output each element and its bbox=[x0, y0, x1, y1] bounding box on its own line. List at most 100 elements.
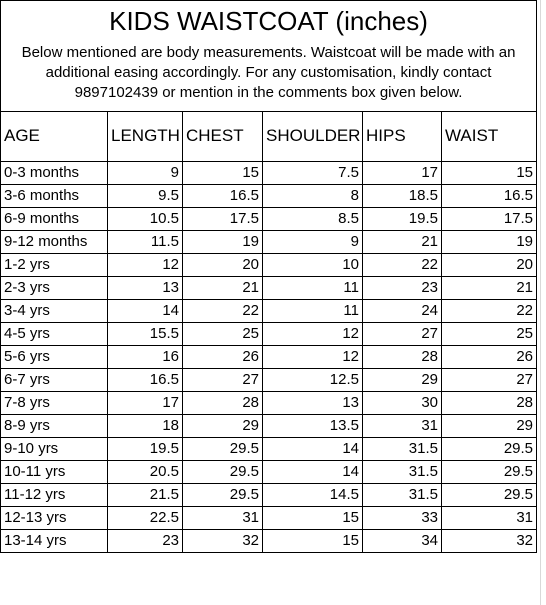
cell-hips: 27 bbox=[362, 321, 442, 346]
cell-shoulder: 11 bbox=[262, 298, 363, 323]
cell-chest: 28 bbox=[182, 390, 263, 415]
cell-waist: 31 bbox=[440, 505, 538, 530]
cell-shoulder: 15 bbox=[262, 528, 363, 553]
cell-waist: 19 bbox=[440, 229, 538, 254]
cell-shoulder: 12 bbox=[262, 344, 363, 369]
cell-age: 3-6 months bbox=[0, 183, 108, 208]
column-header-hips: HIPS bbox=[362, 110, 442, 162]
cell-chest: 20 bbox=[182, 252, 263, 277]
cell-shoulder: 10 bbox=[262, 252, 363, 277]
cell-chest: 15 bbox=[182, 160, 263, 185]
cell-hips: 31.5 bbox=[362, 459, 442, 484]
column-header-age: AGE bbox=[0, 110, 108, 162]
cell-waist: 28 bbox=[440, 390, 538, 415]
table-row: 0-3 months 9 15 7.5 17 15 bbox=[0, 160, 538, 185]
cell-age: 1-2 yrs bbox=[0, 252, 108, 277]
cell-hips: 34 bbox=[362, 528, 442, 553]
cell-chest: 19 bbox=[182, 229, 263, 254]
table-row: 5-6 yrs 16 26 12 28 26 bbox=[0, 344, 538, 369]
cell-length: 18 bbox=[107, 413, 183, 438]
cell-shoulder: 9 bbox=[262, 229, 363, 254]
cell-hips: 24 bbox=[362, 298, 442, 323]
cell-waist: 29 bbox=[440, 413, 538, 438]
cell-age: 5-6 yrs bbox=[0, 344, 108, 369]
table-row: 11-12 yrs 21.5 29.5 14.5 31.5 29.5 bbox=[0, 482, 538, 507]
cell-waist: 29.5 bbox=[440, 459, 538, 484]
cell-age: 4-5 yrs bbox=[0, 321, 108, 346]
cell-hips: 31.5 bbox=[362, 436, 442, 461]
cell-length: 14 bbox=[107, 298, 183, 323]
cell-length: 16.5 bbox=[107, 367, 183, 392]
cell-hips: 19.5 bbox=[362, 206, 442, 231]
table-title: KIDS WAISTCOAT (inches) bbox=[0, 0, 538, 39]
cell-waist: 26 bbox=[440, 344, 538, 369]
size-chart-table: KIDS WAISTCOAT (inches) Below mentioned … bbox=[0, 0, 538, 553]
measurement-notice: Below mentioned are body measurements. W… bbox=[0, 39, 538, 112]
cell-length: 10.5 bbox=[107, 206, 183, 231]
cell-age: 0-3 months bbox=[0, 160, 108, 185]
cell-hips: 17 bbox=[362, 160, 442, 185]
cell-hips: 23 bbox=[362, 275, 442, 300]
cell-waist: 17.5 bbox=[440, 206, 538, 231]
cell-shoulder: 15 bbox=[262, 505, 363, 530]
cell-age: 9-12 months bbox=[0, 229, 108, 254]
cell-chest: 27 bbox=[182, 367, 263, 392]
cell-chest: 29.5 bbox=[182, 436, 263, 461]
cell-shoulder: 8 bbox=[262, 183, 363, 208]
table-row: 13-14 yrs 23 32 15 34 32 bbox=[0, 528, 538, 553]
table-row: 2-3 yrs 13 21 11 23 21 bbox=[0, 275, 538, 300]
cell-shoulder: 11 bbox=[262, 275, 363, 300]
cell-waist: 20 bbox=[440, 252, 538, 277]
cell-chest: 25 bbox=[182, 321, 263, 346]
cell-length: 23 bbox=[107, 528, 183, 553]
cell-hips: 31.5 bbox=[362, 482, 442, 507]
table-row: 6-7 yrs 16.5 27 12.5 29 27 bbox=[0, 367, 538, 392]
header-row: AGE LENGTH CHEST SHOULDER HIPS WAIST bbox=[0, 110, 538, 162]
cell-shoulder: 14 bbox=[262, 436, 363, 461]
cell-chest: 26 bbox=[182, 344, 263, 369]
cell-age: 12-13 yrs bbox=[0, 505, 108, 530]
cell-age: 10-11 yrs bbox=[0, 459, 108, 484]
cell-hips: 31 bbox=[362, 413, 442, 438]
table-row: 8-9 yrs 18 29 13.5 31 29 bbox=[0, 413, 538, 438]
table-row: 3-6 months 9.5 16.5 8 18.5 16.5 bbox=[0, 183, 538, 208]
cell-age: 8-9 yrs bbox=[0, 413, 108, 438]
cell-length: 11.5 bbox=[107, 229, 183, 254]
cell-age: 2-3 yrs bbox=[0, 275, 108, 300]
cell-chest: 16.5 bbox=[182, 183, 263, 208]
table-row: 4-5 yrs 15.5 25 12 27 25 bbox=[0, 321, 538, 346]
column-header-shoulder: SHOULDER bbox=[262, 110, 363, 162]
cell-hips: 29 bbox=[362, 367, 442, 392]
cell-chest: 32 bbox=[182, 528, 263, 553]
cell-chest: 31 bbox=[182, 505, 263, 530]
table-row: 6-9 months 10.5 17.5 8.5 19.5 17.5 bbox=[0, 206, 538, 231]
cell-age: 11-12 yrs bbox=[0, 482, 108, 507]
cell-waist: 15 bbox=[440, 160, 538, 185]
cell-shoulder: 14 bbox=[262, 459, 363, 484]
cell-hips: 30 bbox=[362, 390, 442, 415]
column-header-length: LENGTH bbox=[107, 110, 183, 162]
cell-length: 19.5 bbox=[107, 436, 183, 461]
cell-waist: 29.5 bbox=[440, 482, 538, 507]
cell-length: 20.5 bbox=[107, 459, 183, 484]
table-row: 1-2 yrs 12 20 10 22 20 bbox=[0, 252, 538, 277]
cell-chest: 29.5 bbox=[182, 482, 263, 507]
cell-waist: 27 bbox=[440, 367, 538, 392]
cell-length: 12 bbox=[107, 252, 183, 277]
cell-length: 15.5 bbox=[107, 321, 183, 346]
cell-shoulder: 12 bbox=[262, 321, 363, 346]
cell-age: 6-9 months bbox=[0, 206, 108, 231]
cell-chest: 17.5 bbox=[182, 206, 263, 231]
cell-waist: 22 bbox=[440, 298, 538, 323]
cell-length: 13 bbox=[107, 275, 183, 300]
grid-line bbox=[540, 0, 541, 605]
cell-shoulder: 13.5 bbox=[262, 413, 363, 438]
cell-length: 22.5 bbox=[107, 505, 183, 530]
cell-shoulder: 12.5 bbox=[262, 367, 363, 392]
cell-length: 9.5 bbox=[107, 183, 183, 208]
table-row: 12-13 yrs 22.5 31 15 33 31 bbox=[0, 505, 538, 530]
table-row: 3-4 yrs 14 22 11 24 22 bbox=[0, 298, 538, 323]
cell-length: 16 bbox=[107, 344, 183, 369]
table-row: 9-12 months 11.5 19 9 21 19 bbox=[0, 229, 538, 254]
